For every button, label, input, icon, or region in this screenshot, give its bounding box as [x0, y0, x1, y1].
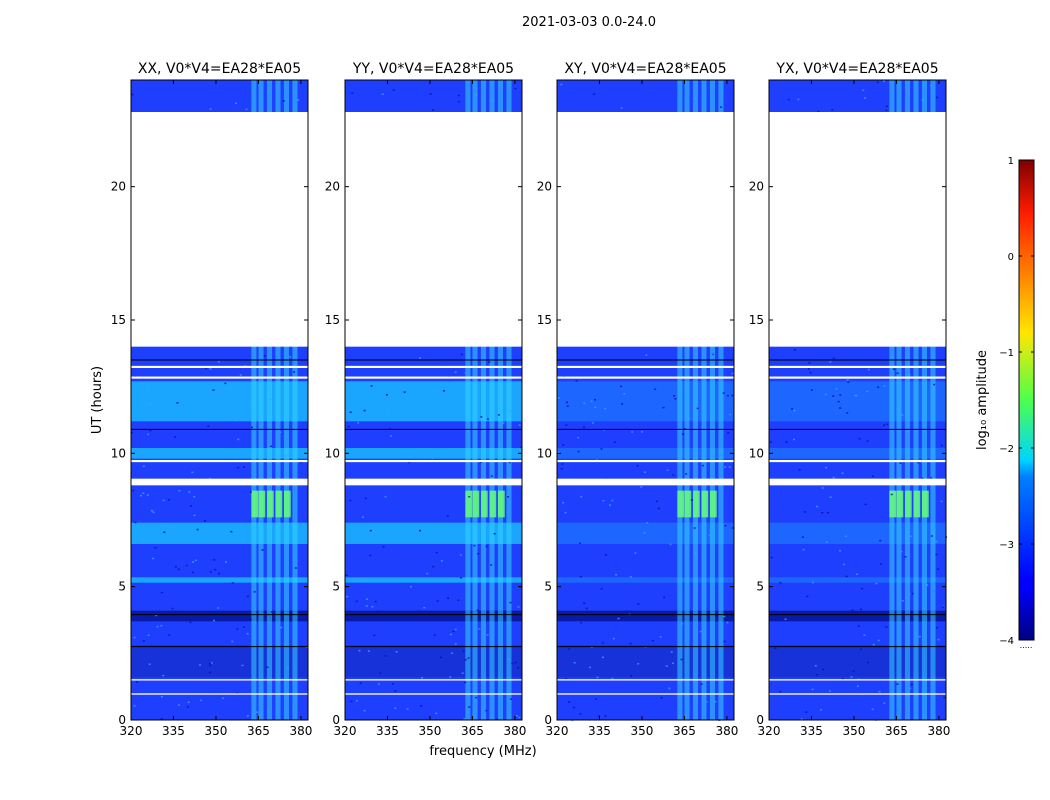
panel-0-title: XX, V0*V4=EA28*EA05 — [138, 61, 301, 77]
panel-0-xtick-label: 380 — [289, 724, 312, 738]
panel-1-xtick-label: 365 — [461, 724, 484, 738]
panel-2-ytick-label: 15 — [537, 313, 552, 327]
panel-2-ytick-label: 0 — [544, 713, 552, 727]
panel-0-ytick-label: 20 — [111, 180, 126, 194]
panel-3-ytick-label: 15 — [749, 313, 764, 327]
panel-0-xtick-label: 320 — [120, 724, 143, 738]
figure-suptitle: 2021-03-03 0.0-24.0 — [522, 15, 656, 30]
panel-2-waterfall — [557, 80, 734, 722]
panel-1-ytick-label: 0 — [332, 713, 340, 727]
panel-2: XY, V0*V4=EA28*EA05 320 335 350 365 380 0 5 10 15… — [537, 61, 739, 738]
panel-3-frame — [768, 79, 947, 721]
colorbar-gradient — [1018, 159, 1035, 641]
panel-1-xtick-label: 320 — [334, 724, 357, 738]
panel-3-xtick-label: 350 — [843, 724, 866, 738]
panel-1-xtick-label: 335 — [376, 724, 399, 738]
panel-3-ytick-label: 5 — [756, 580, 764, 594]
panel-3-waterfall — [769, 80, 948, 721]
panel-1-waterfall — [345, 80, 523, 721]
x-axis-label: frequency (MHz) — [429, 744, 536, 759]
panel-3-ytick-label: 0 — [756, 713, 764, 727]
panel-2-xtick-label: 335 — [588, 724, 611, 738]
panel-3-xtick-label: 380 — [927, 724, 950, 738]
panel-0: XX, V0*V4=EA28*EA05 320 335 350 365 380 0 5 10 15… — [111, 61, 313, 738]
panel-1-ytick-label: 5 — [332, 580, 340, 594]
panel-0-xtick-label: 365 — [247, 724, 270, 738]
panel-3-ytick-label: 10 — [749, 446, 764, 460]
panel-0-ytick-label: 15 — [111, 313, 126, 327]
panel-0-ytick-label: 10 — [111, 446, 126, 460]
panel-1-frame — [344, 79, 523, 721]
panel-0-waterfall — [131, 80, 309, 721]
panel-3-xtick-label: 335 — [800, 724, 823, 738]
colorbar-label: log₁₀ amplitude — [975, 350, 990, 450]
panel-1-ytick-label: 10 — [325, 446, 340, 460]
panel-2-ytick-label: 5 — [544, 580, 552, 594]
panel-2-xtick-label: 380 — [715, 724, 738, 738]
panel-2-ytick-label: 20 — [537, 180, 552, 194]
colorbar-ticks: 1 0 −1 −2 −3 −4 — [999, 156, 1034, 647]
colorbar: 1 0 −1 −2 −3 −4 log₁₀ amplitude ..... — [975, 156, 1035, 650]
panel-0-xtick-label: 335 — [162, 724, 185, 738]
colorbar-footnote: ..... — [1020, 641, 1033, 650]
colorbar-tick-label: −4 — [999, 636, 1014, 647]
colorbar-tick-label: 0 — [1008, 252, 1014, 263]
panel-3-xtick-label: 320 — [758, 724, 781, 738]
panel-0-ytick-label: 0 — [118, 713, 126, 727]
panel-2-ytick-label: 10 — [537, 446, 552, 460]
panel-2-frame — [556, 79, 735, 721]
panel-2-title: XY, V0*V4=EA28*EA05 — [564, 61, 726, 77]
panel-1-ytick-label: 15 — [325, 313, 340, 327]
panel-1-title: YY, V0*V4=EA28*EA05 — [352, 61, 514, 77]
panel-3: YX, V0*V4=EA28*EA05 320 335 350 365 380 0 5 10 15… — [749, 61, 951, 738]
colorbar-tick-label: −3 — [999, 540, 1014, 551]
colorbar-tick-label: 1 — [1008, 156, 1014, 167]
panel-1-xtick-label: 380 — [503, 724, 526, 738]
panel-3-xtick-label: 365 — [885, 724, 908, 738]
panel-2-xtick-label: 365 — [673, 724, 696, 738]
panel-0-frame — [130, 79, 309, 721]
panel-1-ytick-label: 20 — [325, 180, 340, 194]
colorbar-tick-label: −2 — [999, 444, 1014, 455]
panel-1-xtick-label: 350 — [419, 724, 442, 738]
panel-2-xtick-label: 320 — [546, 724, 569, 738]
colorbar-tick-label: −1 — [999, 348, 1014, 359]
panels: XX, V0*V4=EA28*EA05 320 335 350 365 380 0 5 10 15… — [111, 61, 951, 738]
y-axis-label: UT (hours) — [90, 366, 105, 434]
panel-3-ytick-label: 20 — [749, 180, 764, 194]
panel-0-ytick-label: 5 — [118, 580, 126, 594]
panel-0-xtick-label: 350 — [205, 724, 228, 738]
panel-2-xtick-label: 350 — [631, 724, 654, 738]
panel-1: YY, V0*V4=EA28*EA05 320 335 350 365 380 0 5 10 15… — [325, 61, 527, 738]
panel-3-title: YX, V0*V4=EA28*EA05 — [775, 61, 938, 77]
